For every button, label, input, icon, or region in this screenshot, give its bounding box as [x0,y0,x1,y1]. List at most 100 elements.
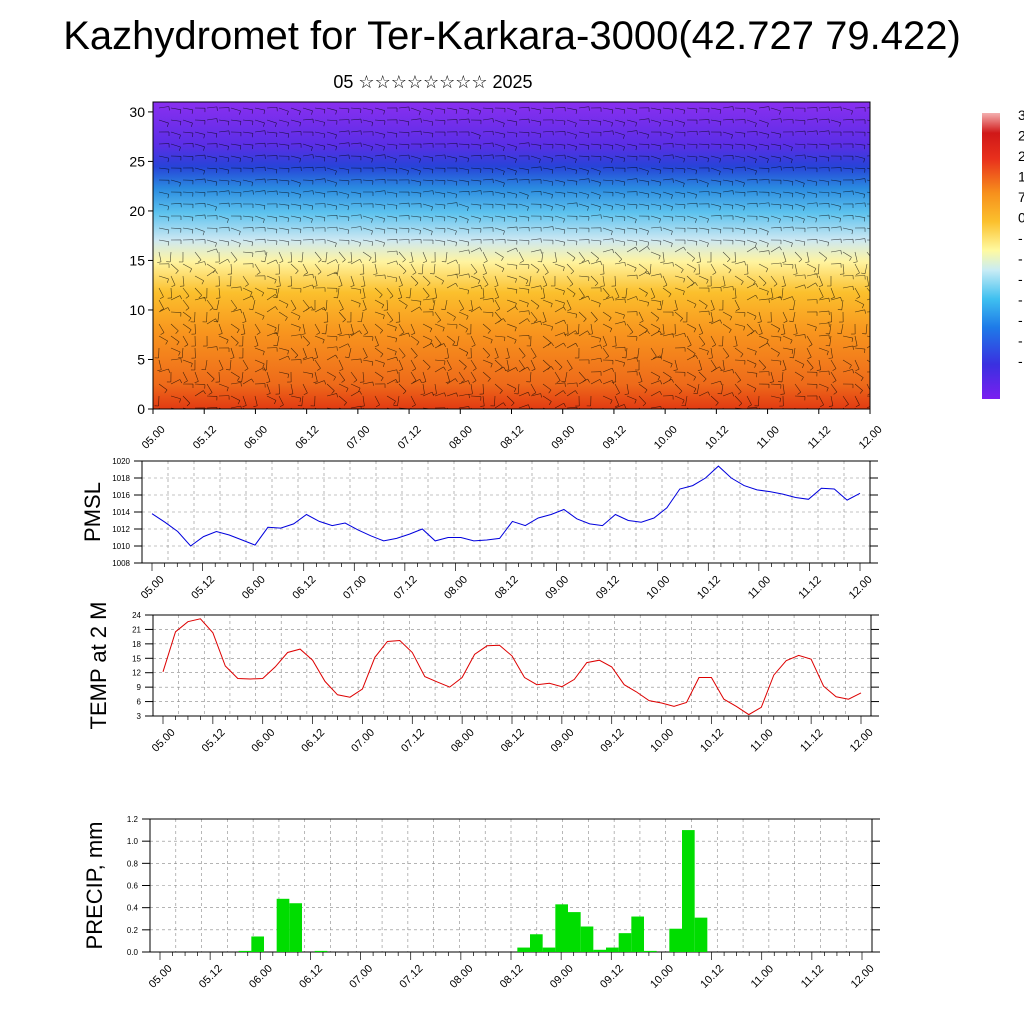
precip-x-tick-label: 06.12 [297,963,325,991]
cs-y-tick-label: 5 [137,351,145,367]
precip-panel: 0.0 0.2 0.4 0.6 0.8 1.0 1.2 05.00 05.12 06.00 06.1… [82,815,880,991]
precip-x-tick-label: 07.12 [397,963,425,991]
precip-bar [238,950,252,952]
precip-bar [555,904,568,952]
pmsl-series-line [151,465,861,547]
precip-bar [682,830,695,952]
precip-bar [542,947,556,952]
precip-grid [149,818,873,953]
cs-x-tick-label: 10.00 [652,424,680,452]
cs-y-tick-label: 10 [129,302,145,318]
cs-x-tick-label: 06.00 [242,424,270,452]
colorbar: 3 2 2 1 7 0 - - - - - - - [982,107,1024,399]
pmsl-y-tick-label: 1008 [112,559,130,568]
precip-bar [593,949,606,952]
page-title: Kazhydromet for Ter-Karkara-3000(42.727 … [63,14,961,58]
precip-x-tick-label: 09.12 [598,963,626,991]
cs-x-tick-label: 08.12 [498,424,526,452]
colorbar-label: - [1018,230,1023,246]
cross-section-panel: 0 5 10 15 20 25 30 05.00 05.12 06.00 06.12 07.00 07.… [129,101,885,452]
temp-x-tick-label: 07.12 [399,727,427,755]
precip-x-tick-label: 08.00 [448,963,476,991]
temp-x-tick-label: 08.12 [499,727,527,755]
cs-y-tick-label: 20 [129,203,145,219]
pmsl-x-tick-label: 07.00 [341,574,369,602]
precip-x-tick-label: 05.00 [147,963,175,991]
pmsl-panel: 1008 1010 1012 1014 1016 1018 1020 05.00 05.12 06… [80,457,878,602]
precip-x-tick-label: 12.00 [849,963,877,991]
precip-x-tick-label: 11.12 [799,963,826,990]
precip-bar [580,926,594,952]
cs-x-tick-label: 11.12 [806,424,833,451]
precip-y-tick-label: 0.2 [127,926,139,935]
precip-bar [644,950,657,952]
colorbar-label: 3 [1018,107,1024,123]
temp-panel: 3 6 9 12 15 18 21 24 05.00 05.12 06.00 06.12 07.00 07… [86,602,879,755]
precip-y-axis-label: PRECIP, mm [82,822,107,950]
precip-y-tick-label: 0.6 [127,882,139,891]
precip-bar [530,934,543,952]
page-subtitle: 05 ☆☆☆☆☆☆☆☆ 2025 [333,72,533,92]
temp-x-tick-label: 11.12 [798,727,825,754]
temp-x-tick-label: 11.00 [748,727,775,754]
colorbar-label: 2 [1018,128,1024,144]
pmsl-x-tick-label: 09.12 [594,574,622,602]
pmsl-y-tick-label: 1018 [112,474,130,483]
cs-x-tick-label: 07.00 [345,424,373,452]
temp-x-tick-label: 05.12 [200,727,228,755]
cs-x-tick-label: 05.00 [140,424,168,452]
temp-x-tick-label: 12.00 [848,727,876,755]
cs-y-tick-label: 15 [129,252,145,268]
precip-y-tick-label: 0.4 [127,904,139,913]
temp-x-tick-label: 07.00 [349,727,377,755]
cs-x-tick-label: 09.12 [601,424,629,452]
pmsl-grid [141,460,871,564]
pmsl-x-tick-label: 07.12 [392,574,420,602]
precip-bar [517,947,530,952]
cs-x-tick-label: 05.12 [191,424,219,452]
precip-bar [568,912,581,952]
temp-y-tick-label: 21 [132,625,141,634]
cs-y-tick-label: 25 [129,153,145,169]
temp-y-tick-label: 9 [137,683,142,692]
temp-y-tick-label: 18 [132,640,141,649]
pmsl-x-tick-label: 08.00 [442,574,470,602]
precip-x-tick-label: 06.00 [247,963,275,991]
cs-x-tick-label: 08.00 [447,424,475,452]
precip-bar [251,936,264,952]
precip-y-tick-label: 1.2 [127,815,139,824]
precip-x-tick-label: 09.00 [548,963,576,991]
pmsl-x-tick-label: 05.12 [189,574,217,602]
colorbar-label: - [1018,353,1023,369]
cs-x-tick-label: 09.00 [549,424,577,452]
colorbar-label: 2 [1018,148,1024,164]
temp-x-tick-label: 06.00 [249,727,277,755]
temp-x-tick-label: 06.12 [299,727,327,755]
pmsl-x-tick-label: 09.00 [543,574,571,602]
pmsl-x-tick-label: 11.12 [796,574,823,601]
precip-x-tick-label: 10.00 [648,963,676,991]
precip-bar [289,903,302,952]
cs-y-tick-label: 0 [137,401,145,417]
colorbar-label: - [1018,292,1023,308]
temp-y-tick-label: 3 [137,712,142,721]
precip-bar [314,950,328,952]
cs-x-tick-label: 12.00 [857,424,885,452]
pmsl-x-tick-label: 10.12 [695,574,723,602]
temp-y-tick-label: 15 [132,654,141,663]
temp-x-tick-label: 09.12 [598,727,626,755]
temp-y-tick-label: 24 [132,611,141,620]
temp-series-line [162,618,862,716]
colorbar-label: 7 [1018,189,1024,205]
pmsl-y-tick-label: 1020 [112,457,130,466]
temp-y-tick-label: 12 [132,669,141,678]
colorbar-label: - [1018,312,1023,328]
precip-x-tick-label: 07.00 [347,963,375,991]
precip-y-tick-label: 0.8 [127,859,139,868]
pmsl-y-tick-label: 1014 [112,508,130,517]
precip-x-tick-label: 05.12 [197,963,225,991]
precip-bar [606,947,619,952]
precip-bar [618,933,632,952]
precip-x-tick-label: 08.12 [498,963,526,991]
